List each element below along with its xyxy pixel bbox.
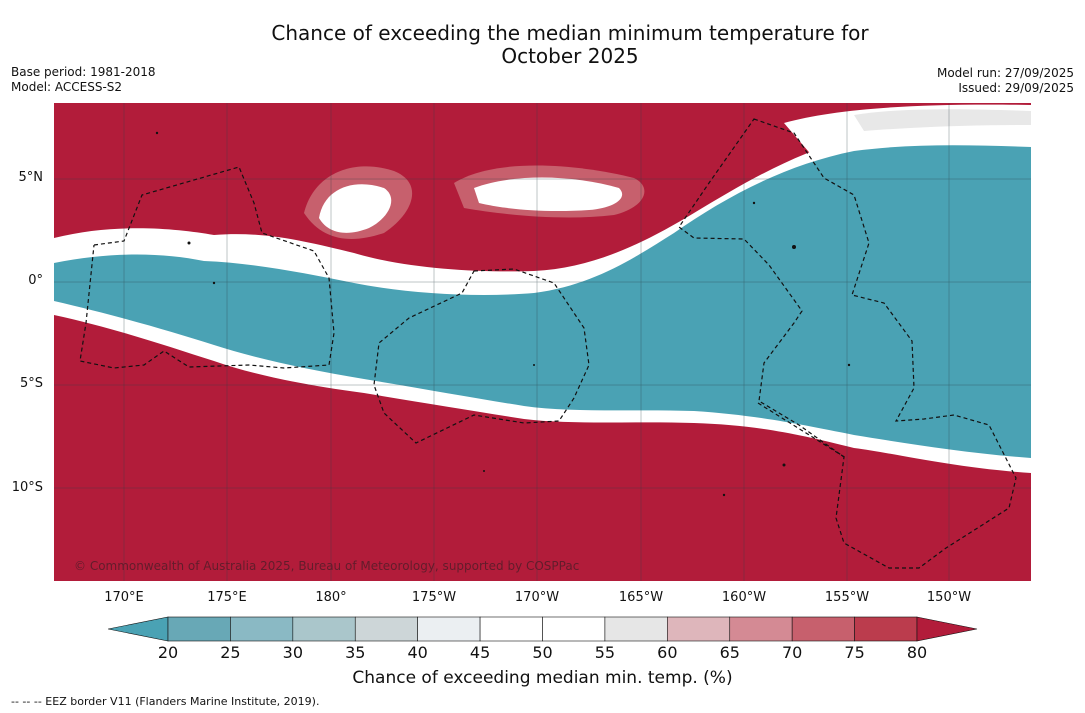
colorbar-cell [854, 616, 918, 642]
colorbar-low-arrow [107, 616, 169, 642]
colorbar-label: Chance of exceeding median min. temp. (%… [352, 668, 733, 688]
model-run: Model run: 27/09/2025 [936, 66, 1074, 80]
colorbar-tick-label: 30 [282, 643, 303, 662]
lat-label-0: 0° [28, 273, 43, 288]
colorbar-tick-label: 50 [532, 643, 553, 662]
colorbar-cell [479, 616, 543, 642]
colorbar-tick-label: 60 [657, 643, 678, 662]
island [847, 363, 851, 367]
eez-borders [79, 118, 1017, 569]
title-line-2: October 2025 [501, 44, 639, 68]
island [792, 245, 796, 249]
island [187, 241, 191, 245]
colorbar-tick-label: 80 [906, 643, 928, 662]
lat-label-10s: 10°S [11, 480, 43, 495]
colorbar-tick-label: 70 [781, 643, 803, 662]
map-title: Chance of exceeding the median minimum t… [0, 22, 1085, 68]
ne-grey-region [854, 109, 1031, 131]
copyright-notice: © Commonwealth of Australia 2025, Bureau… [74, 559, 580, 573]
colorbar-cell [542, 616, 606, 642]
lon-label-150w: 150°W [926, 590, 972, 605]
model-name: Model: ACCESS-S2 [11, 80, 123, 94]
eez-legend-note: -- -- -- EEZ border V11 (Flanders Marine… [11, 695, 320, 708]
colorbar-tick-label: 20 [157, 643, 179, 662]
low-probability-region [54, 145, 1031, 458]
colorbar-high-arrow [916, 616, 978, 642]
colorbar-cell [791, 616, 855, 642]
graticule [54, 103, 1031, 581]
lon-label-170w: 170°W [514, 590, 560, 605]
lon-label-170e: 170°E [104, 590, 144, 605]
colorbar-cells [167, 616, 918, 642]
colorbar-tick-label: 40 [407, 643, 428, 662]
lat-label-5n: 5°N [18, 170, 44, 185]
colorbar-cell [667, 616, 731, 642]
islands [155, 131, 851, 497]
north-blob-inner [319, 184, 392, 233]
island [533, 364, 535, 366]
lat-label-5s: 5°S [19, 376, 43, 391]
colorbar-svg [107, 616, 978, 642]
colorbar-cell [167, 616, 231, 642]
colorbar-cell [729, 616, 793, 642]
colorbar-tick-label: 45 [469, 643, 491, 662]
lon-label-175w: 175°W [411, 590, 457, 605]
meta-right: Model run: 27/09/2025 Issued: 29/09/2025 [937, 66, 1074, 96]
colorbar-tick-label: 55 [594, 643, 616, 662]
colorbar-tick-label: 75 [844, 643, 865, 662]
colorbar-cell [417, 616, 481, 642]
eez-line-islands [678, 118, 1017, 569]
lon-label-165w: 165°W [618, 590, 664, 605]
north-blob-east-inner [474, 177, 623, 212]
map-canvas [54, 103, 1031, 581]
meta-left: Base period: 1981-2018 Model: ACCESS-S2 [11, 65, 156, 95]
colorbar-tick-label: 65 [719, 643, 740, 662]
lon-label-160w: 160°W [721, 590, 767, 605]
island [212, 281, 216, 285]
colorbar-tick-label: 35 [345, 643, 366, 662]
island [155, 131, 159, 135]
colorbar-cell [230, 616, 294, 642]
eez-line-segment [757, 402, 847, 459]
island [483, 470, 485, 472]
colorbar-cell [292, 616, 356, 642]
island [782, 463, 786, 467]
issued-date: Issued: 29/09/2025 [958, 81, 1074, 95]
colorbar-tick-label: 25 [220, 643, 241, 662]
colorbar [107, 616, 978, 646]
island [722, 493, 726, 497]
lon-label-175e: 175°E [207, 590, 247, 605]
island [752, 201, 756, 205]
title-line-1: Chance of exceeding the median minimum t… [271, 21, 869, 45]
base-period: Base period: 1981-2018 [11, 65, 156, 79]
eez-phoenix [373, 268, 590, 444]
forecast-map [54, 103, 1031, 581]
colorbar-cell [604, 616, 668, 642]
colorbar-cell [354, 616, 418, 642]
lon-label-155w: 155°W [824, 590, 870, 605]
lon-label-180: 180° [315, 590, 347, 605]
